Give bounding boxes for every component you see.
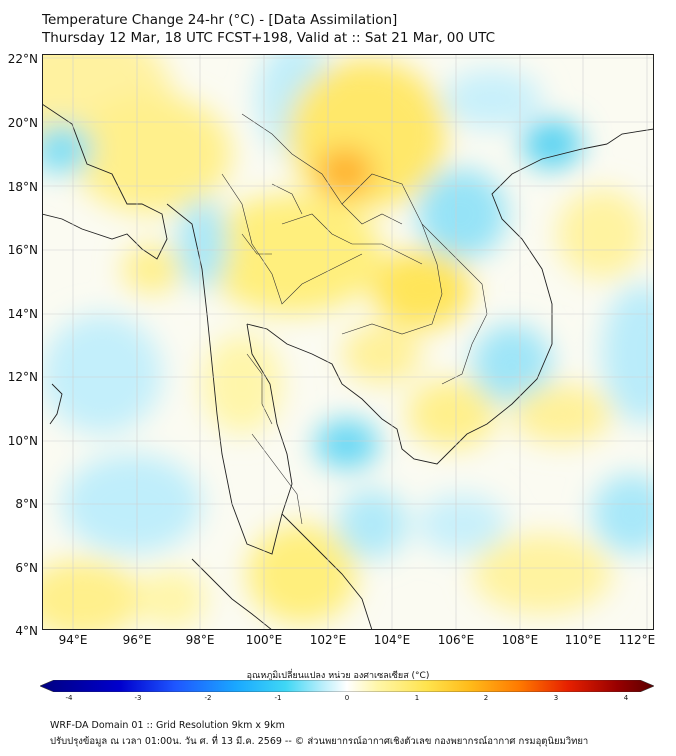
colorbar-label: อุณหภูมิเปลี่ยนแปลง หน่วย องศาเซลเซียส (…	[246, 671, 430, 681]
lon-label-108e: 108°E	[501, 633, 539, 647]
colorbar-tick-m4: -4	[65, 694, 73, 702]
colorbar-tick-0: 0	[344, 694, 350, 702]
lon-label-94e: 94°E	[58, 633, 88, 647]
lat-label-20n: 20°N	[7, 116, 38, 130]
chart-subtitle: Thursday 12 Mar, 18 UTC FCST+198, Valid …	[42, 30, 496, 46]
lat-label-8n: 8°N	[15, 497, 38, 511]
colorbar-tick-1: 1	[414, 694, 420, 702]
chart-title: Temperature Change 24-hr (°C) - [Data As…	[42, 12, 398, 28]
footer-model-info: WRF-DA Domain 01 :: Grid Resolution 9km …	[50, 720, 285, 731]
map-frame	[42, 54, 654, 630]
lon-label-104e: 104°E	[373, 633, 411, 647]
colorbar	[40, 680, 654, 692]
colorbar-tick-3: 3	[553, 694, 559, 702]
colorbar-tick-4: 4	[623, 694, 629, 702]
lon-label-106e: 106°E	[437, 633, 475, 647]
graticule	[42, 54, 654, 630]
lon-label-100e: 100°E	[245, 633, 283, 647]
lat-label-6n: 6°N	[15, 561, 38, 575]
colorbar-tick-m3: -3	[134, 694, 142, 702]
lon-label-102e: 102°E	[309, 633, 347, 647]
coastlines	[42, 103, 654, 630]
lon-label-112e: 112°E	[618, 633, 656, 647]
lat-label-22n: 22°N	[7, 52, 38, 66]
admin-boundaries	[221, 113, 488, 525]
anomaly-field	[42, 54, 654, 630]
lon-label-110e: 110°E	[564, 633, 602, 647]
lon-label-96e: 96°E	[122, 633, 152, 647]
colorbar-tick-m2: -2	[204, 694, 212, 702]
temperature-change-map	[42, 54, 654, 630]
colorbar-ramp	[40, 680, 654, 692]
colorbar-tick-2: 2	[483, 694, 489, 702]
lat-label-14n: 14°N	[7, 307, 38, 321]
lat-label-18n: 18°N	[7, 180, 38, 194]
lat-label-10n: 10°N	[7, 434, 38, 448]
colorbar-tick-m1: -1	[274, 694, 282, 702]
lon-label-98e: 98°E	[185, 633, 215, 647]
lat-label-16n: 16°N	[7, 243, 38, 257]
lat-label-12n: 12°N	[7, 370, 38, 384]
footer-update-info: ปรับปรุงข้อมูล ณ เวลา 01:00น. วัน ศ. ที่…	[50, 736, 589, 747]
lat-label-4n: 4°N	[15, 624, 38, 638]
